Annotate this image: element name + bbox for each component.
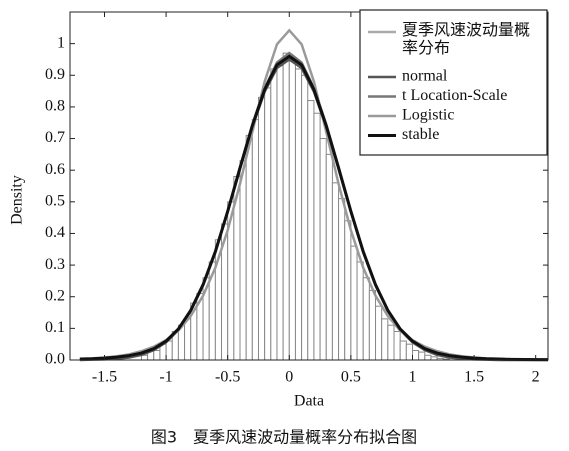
y-tick-label: 0.2 xyxy=(45,287,65,304)
histogram-bar xyxy=(405,343,413,361)
y-tick-label: 0.5 xyxy=(45,192,65,209)
y-tick-label: 0.6 xyxy=(45,161,65,178)
x-tick-label: -0.5 xyxy=(215,369,240,386)
histogram-bar xyxy=(356,261,364,361)
histogram-bar xyxy=(399,340,407,361)
histogram-bar xyxy=(418,351,426,361)
x-tick-label: -1.5 xyxy=(92,369,117,386)
x-tick-label: 2 xyxy=(532,369,540,386)
histogram-bar xyxy=(245,134,253,361)
histogram-bar xyxy=(257,96,266,361)
histogram-bar xyxy=(331,182,340,361)
x-tick-label: 0 xyxy=(285,369,293,386)
histogram-bar xyxy=(288,58,296,361)
histogram-bar xyxy=(165,340,173,361)
y-tick-label: 0.0 xyxy=(45,351,65,368)
x-tick-label: 1 xyxy=(408,369,416,386)
histogram-bar xyxy=(239,160,247,361)
histogram-bar xyxy=(184,318,192,361)
histogram-bar xyxy=(393,331,401,361)
x-tick-label: 1.5 xyxy=(464,369,484,386)
histogram-bar xyxy=(313,112,321,361)
histogram-bar xyxy=(140,354,149,361)
histogram-bar xyxy=(362,277,370,361)
legend-label: 夏季风速波动量概率分布 xyxy=(402,22,531,57)
x-tick-label: 0.5 xyxy=(341,369,361,386)
histogram-bar xyxy=(381,318,389,361)
legend: 夏季风速波动量概率分布 normal t Location-Scale Logisti… xyxy=(359,9,548,156)
histogram-bar xyxy=(424,354,432,361)
histogram-bar xyxy=(387,324,395,361)
legend-label: Logistic xyxy=(402,107,454,124)
y-tick-label: 0.1 xyxy=(45,319,65,336)
y-axis-label: Density xyxy=(9,175,26,225)
histogram-bar xyxy=(375,305,383,361)
legend-box xyxy=(359,9,548,156)
histogram-bar xyxy=(153,350,161,361)
histogram-bar xyxy=(270,68,278,361)
histogram-bar xyxy=(338,198,346,361)
legend-label-box: 夏季风速波动量概率分布 xyxy=(402,22,531,57)
histogram-bar xyxy=(307,100,315,361)
histogram-bar xyxy=(251,119,259,361)
histogram-bar xyxy=(368,289,377,361)
histogram-bar xyxy=(276,65,284,361)
histogram-bar xyxy=(350,245,358,361)
legend-label: t Location-Scale xyxy=(402,87,507,104)
histogram-bar xyxy=(344,220,352,361)
y-tick-label: 0.3 xyxy=(45,256,65,273)
y-tick-label: 0.9 xyxy=(45,66,65,83)
histogram-bar xyxy=(294,68,303,361)
y-tick-label: 0.8 xyxy=(45,98,65,115)
caption: 图3 夏季风速波动量概率分布拟合图 xyxy=(151,428,417,447)
plot-frame xyxy=(69,11,549,361)
y-tick-label: 0.7 xyxy=(45,129,65,146)
legend-label: stable xyxy=(402,126,439,143)
histogram-bar xyxy=(319,138,327,361)
histogram-bar xyxy=(282,52,290,361)
histogram-bar xyxy=(264,87,272,361)
histogram-bar xyxy=(325,153,333,361)
histogram-bar xyxy=(411,350,420,361)
y-tick-label: 1 xyxy=(57,34,65,51)
fit-curve xyxy=(79,54,548,362)
y-tick-label: 0.4 xyxy=(45,224,65,241)
legend-label: normal xyxy=(402,68,448,85)
x-axis-label: Data xyxy=(294,393,324,410)
histogram-bar xyxy=(301,74,309,361)
x-tick-label: -1 xyxy=(159,369,172,386)
